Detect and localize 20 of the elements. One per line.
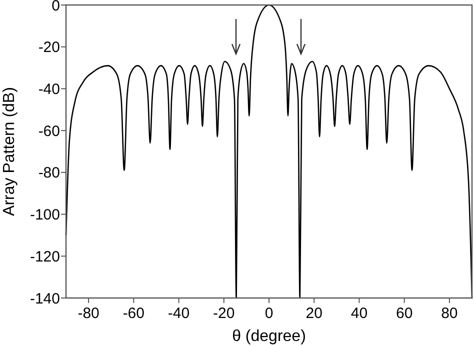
y-tick-label: -120: [30, 248, 60, 266]
x-tick-label: 20: [306, 305, 322, 322]
y-tick-label: -20: [38, 39, 60, 56]
x-tick-label: -80: [78, 305, 100, 322]
x-axis-title: θ (degree): [232, 328, 306, 345]
x-tick-label: 0: [264, 305, 274, 322]
line-series: [65, 4, 473, 299]
y-tick-label: -60: [38, 122, 60, 140]
y-tick-label: -100: [30, 206, 60, 224]
y-tick-label: 0: [52, 0, 60, 14]
x-tick-label: -20: [213, 305, 235, 322]
y-tick-label: -40: [38, 80, 60, 98]
y-tick-label: -80: [38, 164, 60, 182]
x-tick-label: -40: [168, 305, 190, 322]
x-tick-label: 40: [350, 305, 368, 322]
x-tick-label: -60: [122, 305, 145, 322]
y-tick-label: -140: [30, 290, 60, 308]
x-tick-label: 60: [396, 305, 413, 322]
y-axis-title: Array Pattern (dB): [1, 87, 18, 216]
x-tick-label: 80: [441, 305, 458, 322]
